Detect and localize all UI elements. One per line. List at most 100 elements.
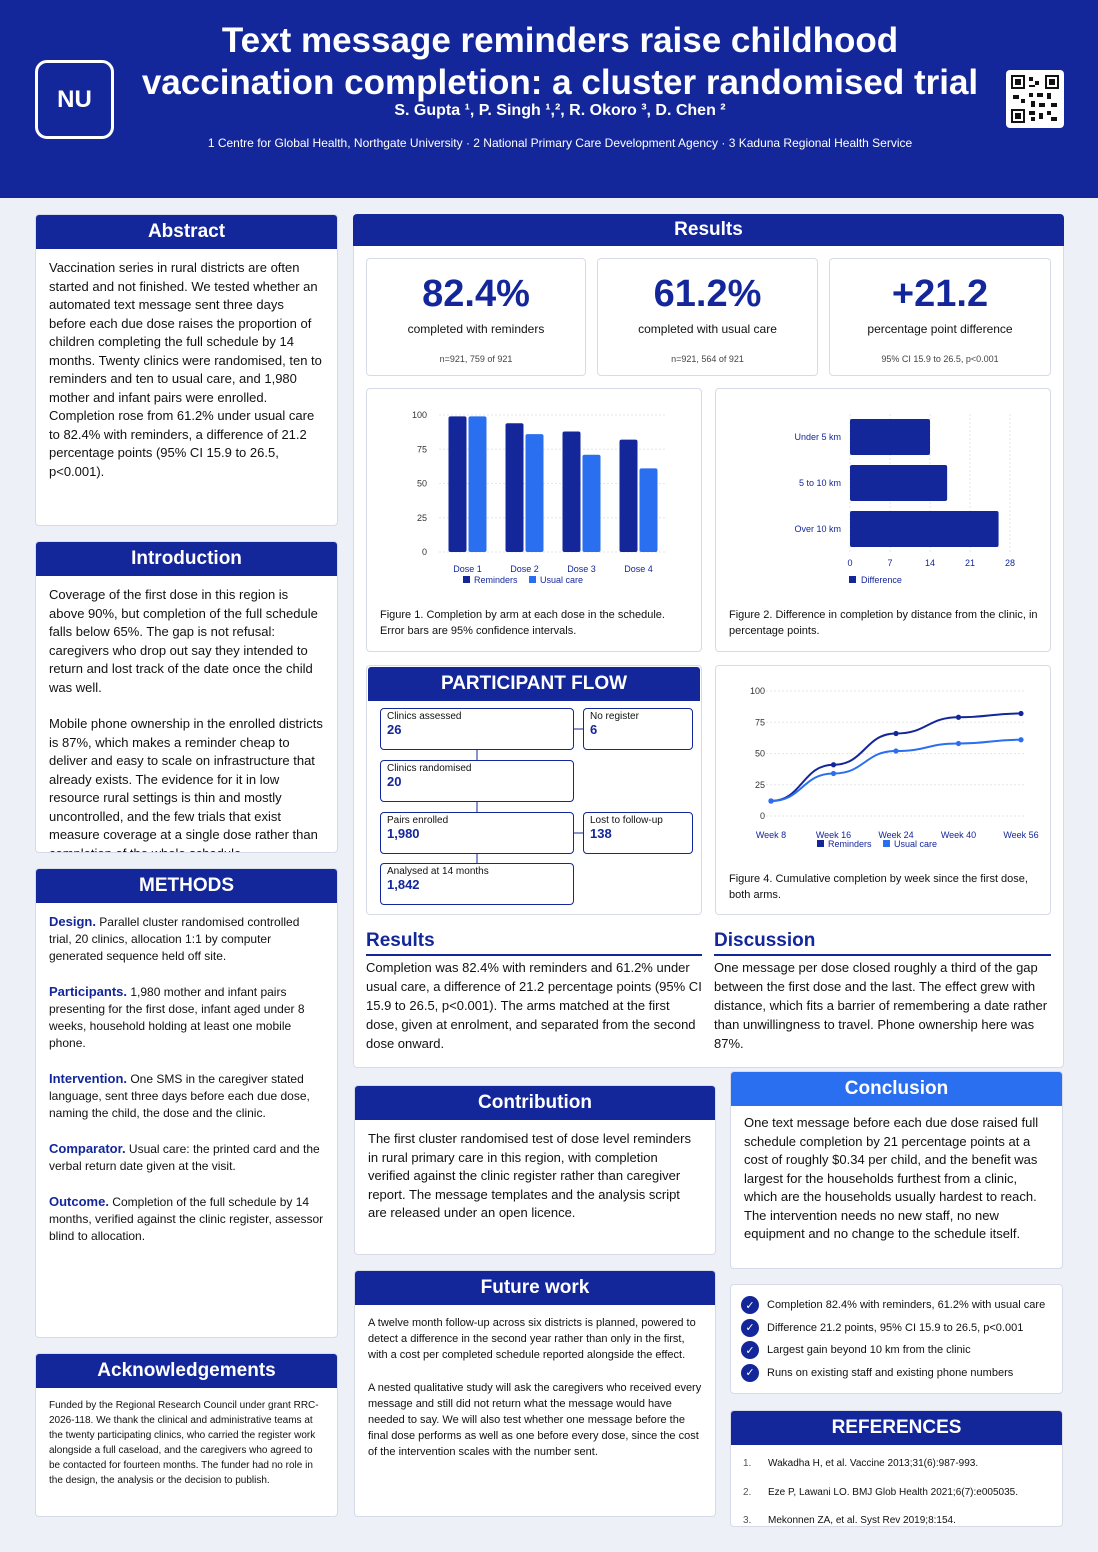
flow-box-no-register: No register 6 [583, 708, 693, 750]
x-tick-label: 14 [925, 558, 935, 568]
x-tick-label: Week 24 [878, 830, 913, 840]
y-tick-label: 75 [755, 717, 765, 727]
results-subheading: Results [366, 930, 702, 956]
introduction-heading: Introduction [36, 542, 337, 576]
x-tick-label: Week 56 [1003, 830, 1038, 840]
reference-item: 3. Mekonnen ZA, et al. Syst Rev 2019;8:15… [743, 1515, 956, 1526]
point-reminders [830, 762, 837, 768]
check-icon: ✓ [741, 1341, 759, 1360]
y-tick-label: 50 [417, 479, 427, 489]
stat-card-reminders: 82.4% completed with reminders n=921, 75… [366, 258, 586, 376]
check-icon: ✓ [741, 1318, 759, 1337]
qr-code-icon[interactable] [1006, 70, 1064, 128]
bar-difference [850, 419, 930, 455]
legend-swatch [463, 576, 470, 583]
x-tick-label: Dose 4 [624, 564, 653, 574]
acknowledgements-panel: Acknowledgements Funded by the Regional … [35, 1353, 338, 1517]
bar-reminders [448, 416, 467, 552]
y-tick-label: 50 [755, 749, 765, 759]
y-tick-label: Over 10 km [794, 524, 841, 534]
figure-2-caption: Figure 2. Difference in completion by di… [729, 609, 1038, 637]
y-tick-label: Under 5 km [794, 432, 841, 442]
bar-usual-care [639, 468, 658, 552]
point-usual-care [768, 798, 774, 804]
references-list: 1. Wakadha H, et al. Vaccine 2013;31(6):9… [731, 1445, 1062, 1526]
legend-label: Reminders [828, 839, 872, 849]
participant-flow-heading: PARTICIPANT FLOW [368, 667, 700, 701]
bar-difference [850, 465, 948, 501]
flow-connectors [476, 728, 583, 863]
flow-box-analysed: Analysed at 14 months 1,842 [380, 863, 574, 905]
future-work-heading: Future work [355, 1271, 715, 1305]
figure-1-caption: Figure 1. Completion by arm at each dose… [380, 609, 665, 637]
flow-box-pairs-enrolled: Pairs enrolled 1,980 [380, 812, 574, 854]
key-takeaways: ✓ Completion 82.4% with reminders, 61.2% … [730, 1284, 1063, 1394]
point-usual-care [1018, 737, 1024, 743]
contribution-heading: Contribution [355, 1086, 715, 1120]
abstract-text: Vaccination series in rural districts ar… [49, 260, 322, 479]
results-text: Completion was 82.4% with reminders and … [366, 960, 702, 1051]
x-tick-label: Dose 3 [567, 564, 596, 574]
x-tick-label: 7 [887, 558, 892, 568]
introduction-text: Coverage of the first dose in this regio… [49, 587, 323, 853]
flow-box-clinics-assessed: Clinics assessed 26 [380, 708, 574, 750]
y-tick-label: 5 to 10 km [799, 478, 841, 488]
x-tick-label: Week 8 [756, 830, 786, 840]
methods-panel: METHODS Design. Parallel cluster randomi… [35, 868, 338, 1338]
future-work-text: A twelve month follow-up across six dist… [368, 1317, 702, 1459]
references-heading: REFERENCES [731, 1411, 1062, 1445]
references-panel: REFERENCES 1. Wakadha H, et al. Vaccine 2… [730, 1410, 1063, 1527]
list-item: ✓ Difference 21.2 points, 95% CI 15.9 to … [741, 1317, 1052, 1340]
figure-4-caption: Figure 4. Cumulative completion by week … [729, 873, 1028, 901]
abstract-heading: Abstract [36, 215, 337, 249]
legend-swatch [817, 840, 824, 847]
figure-1-chart: 0 25 50 75 100 Dose 1 Dose 2 Dose 3 Dose 4 Remind… [412, 410, 667, 585]
participant-flow-card: PARTICIPANT FLOW Clinics assessed 26 No … [366, 665, 702, 915]
discussion-text: One message per dose closed roughly a th… [714, 960, 1048, 1051]
y-tick-label: 0 [760, 811, 765, 821]
x-tick-label: Week 40 [941, 830, 976, 840]
legend-swatch [849, 576, 856, 583]
bar-difference [850, 511, 999, 547]
bar-usual-care [468, 416, 487, 552]
future-work-panel: Future work A twelve month follow-up acr… [354, 1270, 716, 1517]
conclusion-text: One text message before each due dose ra… [744, 1115, 1039, 1241]
figure-2-card: 0 7 14 21 28 Under 5 km 5 to 10 km Over 10 km Di… [715, 388, 1051, 652]
list-item: ✓ Runs on existing staff and existing pho… [741, 1362, 1052, 1385]
x-tick-label: Dose 2 [510, 564, 539, 574]
point-reminders [1018, 710, 1024, 717]
x-tick-label: Dose 1 [453, 564, 482, 574]
y-tick-label: 25 [755, 780, 765, 790]
flow-box-lost-to-follow-up: Lost to follow-up 138 [583, 812, 693, 854]
bar-usual-care [582, 454, 601, 552]
legend-label: Usual care [894, 839, 937, 849]
y-tick-label: 0 [422, 547, 427, 557]
bar-reminders [505, 423, 524, 552]
legend-label: Reminders [474, 575, 518, 585]
authors: S. Gupta ¹, P. Singh ¹,², R. Okoro ³, D.… [394, 102, 726, 119]
x-tick-label: 0 [847, 558, 852, 568]
reference-item: 1. Wakadha H, et al. Vaccine 2013;31(6):9… [743, 1458, 979, 1469]
discussion-subheading: Discussion [714, 930, 1051, 956]
check-icon: ✓ [741, 1296, 759, 1315]
figure-4-card: 0 25 50 75 100 Week 8 Week 16 Week 24 Week 40 Wee… [715, 665, 1051, 915]
point-reminders [955, 714, 962, 720]
figure-4-chart: 0 25 50 75 100 Week 8 Week 16 Week 24 Week 40 Wee… [750, 686, 1039, 849]
check-icon: ✓ [741, 1363, 759, 1382]
stat-card-difference: +21.2 percentage point difference 95% CI… [829, 258, 1051, 376]
x-tick-label: Week 16 [816, 830, 851, 840]
point-usual-care [893, 748, 899, 754]
legend-label: Difference [861, 575, 902, 585]
poster-header: NU Text message reminders raise childhoo… [0, 0, 1098, 198]
affiliations: 1 Centre for Global Health, Northgate Un… [207, 136, 913, 150]
y-tick-label: 25 [417, 513, 427, 523]
stat-card-usual-care: 61.2% completed with usual care n=921, 5… [597, 258, 818, 376]
bar-reminders [619, 439, 638, 552]
point-reminders [893, 730, 899, 737]
methods-text: Design. Parallel cluster randomised cont… [49, 914, 324, 1243]
y-tick-label: 75 [417, 444, 427, 454]
point-usual-care [830, 770, 837, 777]
conclusion-panel: Conclusion One text message before each … [730, 1071, 1063, 1269]
x-tick-label: 28 [1005, 558, 1015, 568]
contribution-text: The first cluster randomised test of dos… [368, 1131, 691, 1220]
